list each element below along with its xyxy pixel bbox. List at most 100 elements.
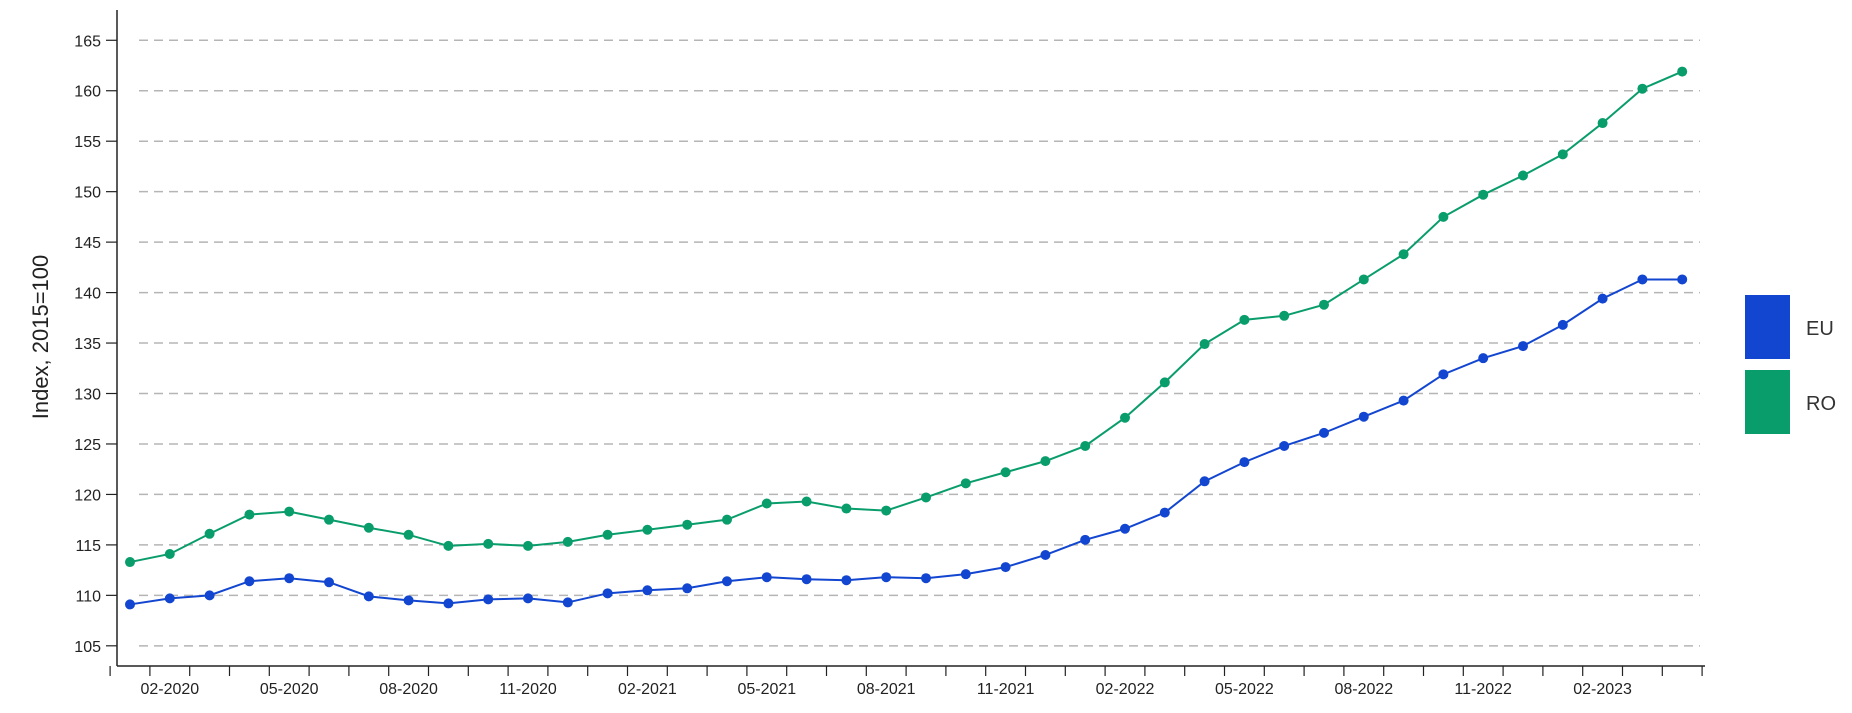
data-point-eu-02-2021 xyxy=(642,585,653,596)
data-point-eu-05-2022 xyxy=(1239,457,1250,468)
data-point-ro-02-2021 xyxy=(642,524,653,535)
y-tick-label-140: 140 xyxy=(74,286,101,303)
y-tick-label-165: 165 xyxy=(74,33,101,50)
data-point-ro-06-2020 xyxy=(324,514,334,525)
data-point-ro-03-2023 xyxy=(1637,83,1648,94)
data-point-eu-12-2020 xyxy=(562,597,573,608)
axes: Index, 2015=100 xyxy=(28,10,1705,667)
data-point-ro-11-2020 xyxy=(523,540,533,551)
x-tick-label-08-2020: 08-2020 xyxy=(379,681,438,698)
data-point-eu-07-2021 xyxy=(841,575,852,586)
y-tick-label-120: 120 xyxy=(74,487,101,504)
data-point-ro-10-2021 xyxy=(960,478,971,489)
data-point-eu-04-2020 xyxy=(244,576,255,587)
data-point-eu-01-2020 xyxy=(125,599,135,610)
data-point-ro-10-2022 xyxy=(1438,211,1449,222)
data-point-eu-07-2020 xyxy=(363,591,374,602)
x-tick-label-02-2020: 02-2020 xyxy=(140,681,199,698)
x-tick-label-02-2022: 02-2022 xyxy=(1096,681,1155,698)
x-tick-label-11-2022: 11-2022 xyxy=(1454,681,1512,698)
y-tick-label-115: 115 xyxy=(75,538,101,555)
data-point-ro-04-2023 xyxy=(1677,66,1688,77)
data-point-eu-10-2021 xyxy=(960,569,971,580)
data-point-eu-02-2020 xyxy=(164,593,175,604)
data-point-eu-11-2022 xyxy=(1478,353,1489,364)
y-tick-label-155: 155 xyxy=(74,134,101,151)
data-point-ro-09-2021 xyxy=(921,492,931,503)
data-point-ro-08-2021 xyxy=(881,505,892,516)
data-point-eu-05-2020 xyxy=(284,573,295,584)
data-point-eu-08-2020 xyxy=(403,595,414,606)
y-ticks: 105 110 115 120 125 130 135 140 145 150 155 160 165 xyxy=(74,33,117,656)
series-line-eu xyxy=(129,278,1683,606)
x-tick-label-11-2021: 11-2021 xyxy=(977,681,1035,698)
data-point-eu-09-2020 xyxy=(443,598,454,609)
y-tick-label-105: 105 xyxy=(74,639,101,656)
data-point-eu-01-2022 xyxy=(1080,534,1091,545)
data-point-ro-08-2022 xyxy=(1358,274,1369,285)
series-eu xyxy=(125,274,1688,610)
data-point-ro-01-2021 xyxy=(602,529,613,540)
data-point-eu-03-2020 xyxy=(204,590,215,601)
y-tick-label-160: 160 xyxy=(74,84,101,101)
data-point-eu-04-2023 xyxy=(1677,274,1688,285)
data-point-ro-08-2020 xyxy=(403,529,414,540)
legend-swatch-eu xyxy=(1745,295,1790,359)
x-tick-label-05-2020: 05-2020 xyxy=(260,681,319,698)
data-point-eu-08-2021 xyxy=(881,572,892,583)
legend-swatch-ro xyxy=(1745,370,1790,434)
x-tick-label-05-2021: 05-2021 xyxy=(737,681,796,698)
data-point-eu-03-2022 xyxy=(1159,507,1170,518)
data-point-eu-06-2021 xyxy=(801,574,812,585)
data-point-ro-11-2022 xyxy=(1478,189,1489,200)
data-point-ro-12-2022 xyxy=(1518,170,1528,181)
legend: EU RO xyxy=(1745,295,1836,434)
data-point-ro-04-2021 xyxy=(722,514,732,525)
x-tick-label-02-2021: 02-2021 xyxy=(618,681,677,698)
y-tick-label-110: 110 xyxy=(75,588,101,605)
y-tick-label-150: 150 xyxy=(74,185,101,202)
data-point-eu-09-2022 xyxy=(1398,395,1409,406)
data-point-ro-09-2022 xyxy=(1398,249,1409,260)
y-tick-label-130: 130 xyxy=(74,387,101,404)
legend-item-eu[interactable]: EU xyxy=(1745,295,1834,359)
data-point-ro-02-2020 xyxy=(164,548,175,559)
series-ro xyxy=(125,66,1688,568)
data-point-ro-03-2022 xyxy=(1159,377,1170,388)
x-tick-label-05-2022: 05-2022 xyxy=(1215,681,1274,698)
x-tick-label-11-2020: 11-2020 xyxy=(499,681,557,698)
data-point-eu-02-2022 xyxy=(1120,523,1130,534)
data-point-eu-12-2021 xyxy=(1040,549,1051,560)
legend-label-eu: EU xyxy=(1806,318,1834,340)
data-point-ro-03-2021 xyxy=(682,519,693,530)
legend-label-ro: RO xyxy=(1806,393,1836,415)
legend-item-ro[interactable]: RO xyxy=(1745,370,1836,434)
data-point-ro-05-2020 xyxy=(284,506,295,517)
data-point-ro-06-2022 xyxy=(1279,310,1290,321)
data-point-ro-07-2021 xyxy=(841,503,852,514)
data-point-ro-12-2020 xyxy=(562,536,573,547)
data-point-ro-09-2020 xyxy=(443,540,454,551)
series xyxy=(125,66,1688,610)
data-point-eu-03-2023 xyxy=(1637,274,1648,285)
data-point-ro-01-2023 xyxy=(1557,149,1568,160)
x-tick-label-08-2022: 08-2022 xyxy=(1334,681,1393,698)
data-point-eu-09-2021 xyxy=(921,573,931,584)
data-point-eu-12-2022 xyxy=(1518,341,1528,352)
data-point-eu-02-2023 xyxy=(1597,293,1608,304)
data-point-ro-05-2022 xyxy=(1239,314,1250,325)
data-point-eu-10-2022 xyxy=(1438,369,1449,380)
data-point-ro-02-2022 xyxy=(1120,412,1130,423)
data-point-ro-01-2022 xyxy=(1080,440,1091,451)
data-point-ro-03-2020 xyxy=(204,528,215,539)
data-point-eu-01-2021 xyxy=(602,588,613,599)
data-point-ro-06-2021 xyxy=(801,496,812,507)
data-point-ro-07-2022 xyxy=(1319,299,1329,310)
data-point-ro-10-2020 xyxy=(483,538,494,549)
data-point-eu-10-2020 xyxy=(483,594,494,605)
data-point-eu-04-2022 xyxy=(1199,476,1210,487)
gridlines xyxy=(139,39,1700,647)
data-point-eu-06-2022 xyxy=(1279,440,1290,451)
y-tick-label-145: 145 xyxy=(74,235,101,252)
